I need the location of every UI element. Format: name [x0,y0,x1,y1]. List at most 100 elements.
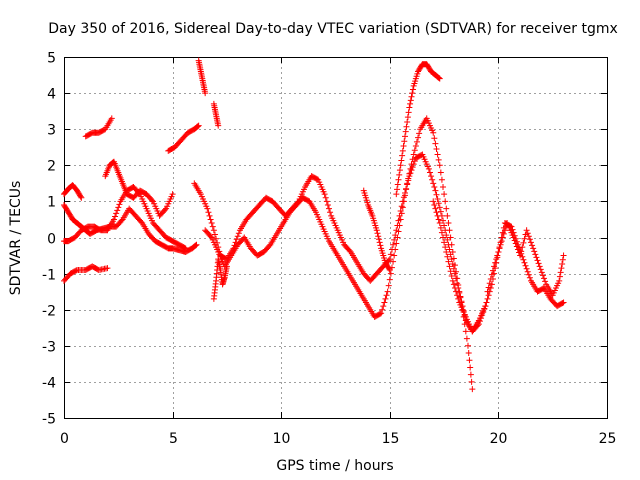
data-point [523,227,530,234]
data-point [375,236,382,243]
data-point [233,236,240,243]
data-point [376,239,383,246]
data-point [411,147,418,154]
data-point [451,262,458,269]
data-point [560,252,567,259]
x-tick-label: 15 [382,431,400,447]
data-point [557,269,564,276]
data-point [442,198,449,205]
x-tick-label: 0 [60,431,69,447]
data-point [385,282,392,289]
data-point [436,204,443,211]
data-point [432,187,439,194]
data-point [387,270,394,277]
data-point [434,212,441,219]
data-point [437,169,444,176]
data-point [511,237,518,244]
data-point [408,93,415,100]
data-point [182,245,189,252]
data-point [409,90,416,97]
data-point [207,216,214,223]
data-point [435,216,442,223]
data-point [234,233,241,240]
data-point [464,342,471,349]
data-point [448,241,455,248]
data-point [402,133,409,140]
data-point [523,265,530,272]
data-point [432,205,439,212]
y-tick-label: -4 [42,376,56,392]
y-tick-label: 2 [47,159,56,175]
data-point [181,244,188,251]
data-point [486,280,493,287]
data-point [192,242,199,249]
data-point [521,259,528,266]
data-point [395,228,402,235]
data-point [391,236,398,243]
data-point [346,247,353,254]
data-point [406,104,413,111]
y-axis-label: SDTVAR / TECUs [8,181,24,296]
data-point [440,234,447,241]
data-point [378,310,385,317]
data-point [380,303,387,310]
data-point [537,266,544,273]
data-point [485,284,492,291]
data-point [428,173,435,180]
x-axis-label: GPS time / hours [276,458,393,474]
data-point [400,198,407,205]
data-point [386,265,393,272]
data-point [444,212,451,219]
data-point [405,175,412,182]
data-point [399,204,406,211]
y-tick-label: 1 [47,195,56,211]
data-point [433,146,440,153]
data-point [484,295,491,302]
data-point [493,256,500,263]
data-point [407,165,414,172]
data-point [559,300,566,307]
data-point [559,256,566,263]
data-point [491,263,498,270]
data-point [396,222,403,229]
data-point [394,181,401,188]
data-point [482,303,489,310]
data-point [478,315,485,322]
data-point [475,321,482,328]
data-point [435,74,442,81]
data-point [497,241,504,248]
data-point [204,205,211,212]
data-point [442,244,449,251]
data-point [484,288,491,295]
data-point [541,275,548,282]
data-point [520,256,527,263]
x-tick-label: 5 [169,431,178,447]
y-tick-label: 5 [47,51,56,67]
data-point [487,276,494,283]
data-point [394,186,401,193]
data-point [108,115,115,122]
data-point [533,254,540,261]
data-point [394,234,401,241]
data-point [138,218,145,225]
data-point [467,371,474,378]
data-point [534,257,541,264]
data-point [474,322,481,329]
data-point [114,207,121,214]
data-point [559,260,566,267]
data-point [465,350,472,357]
data-point [453,288,460,295]
data-point [455,282,462,289]
data-point [432,140,439,147]
data-point [213,235,220,242]
data-point [481,306,488,313]
data-point [407,100,414,107]
data-point [520,239,527,246]
data-point [412,143,419,150]
data-point [390,241,397,248]
chart-title: Day 350 of 2016, Sidereal Day-to-day VTE… [48,21,618,37]
data-point [323,198,330,205]
x-tick-label: 20 [490,431,508,447]
data-point [116,201,123,208]
